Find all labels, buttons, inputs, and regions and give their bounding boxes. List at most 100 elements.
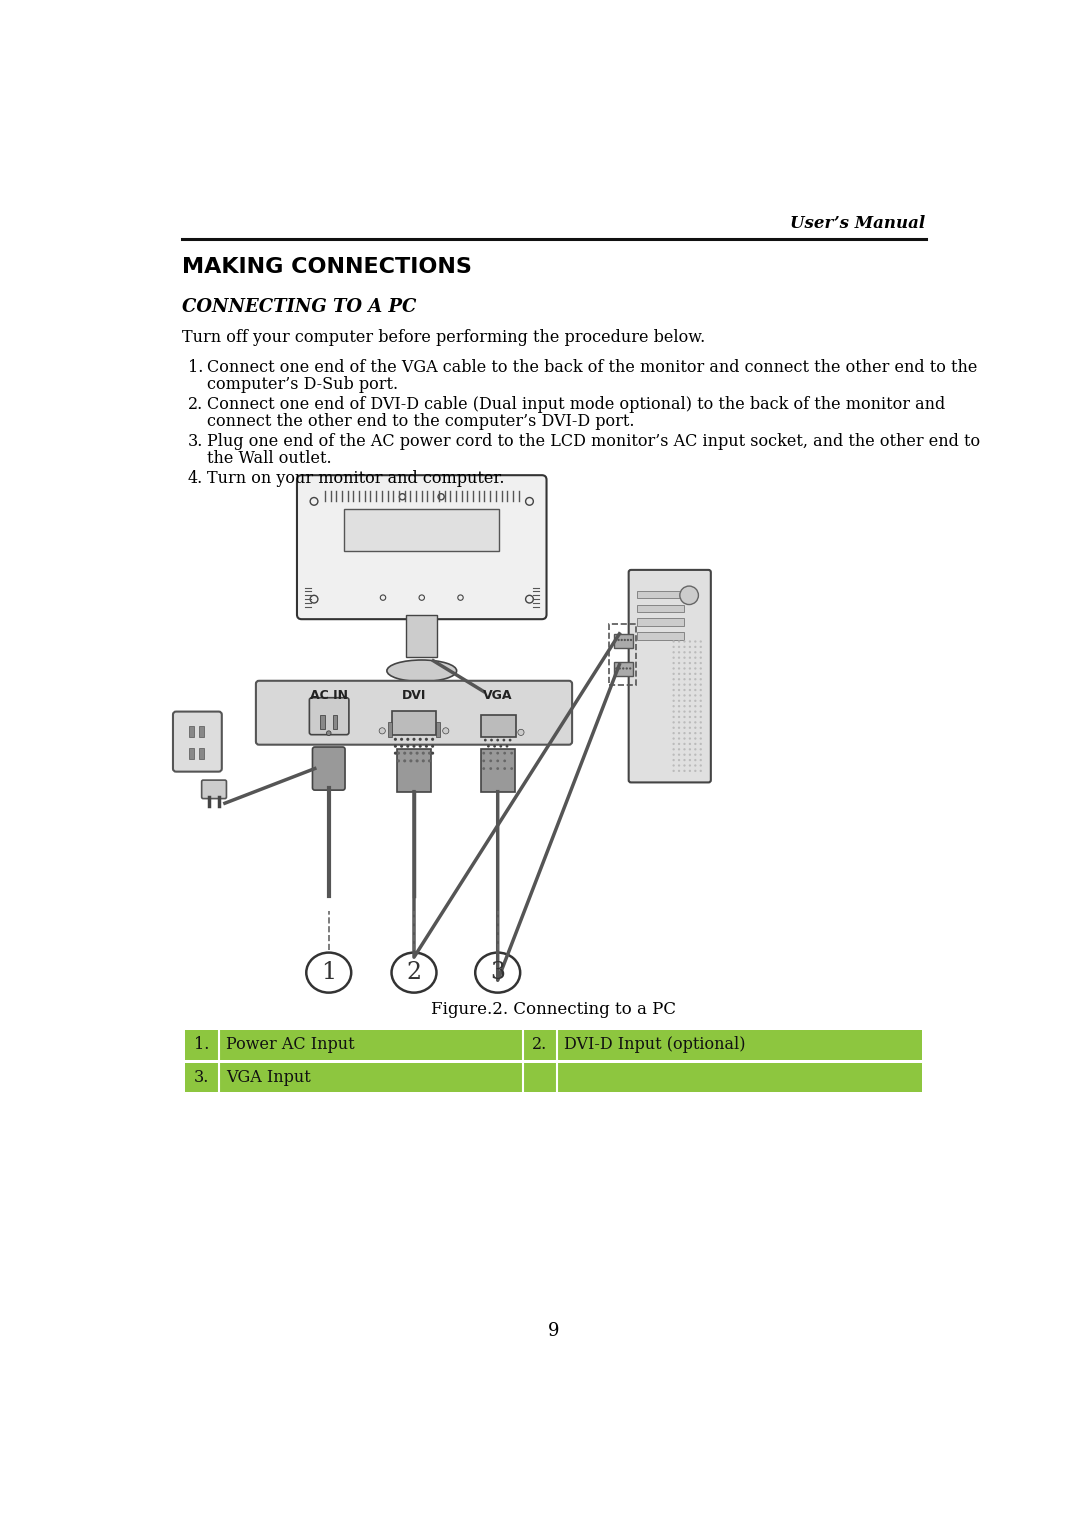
Circle shape bbox=[484, 750, 487, 753]
Circle shape bbox=[379, 727, 386, 733]
Circle shape bbox=[689, 678, 691, 680]
Circle shape bbox=[678, 704, 680, 707]
Bar bbox=[637, 605, 684, 613]
Circle shape bbox=[505, 744, 509, 747]
Text: AC IN: AC IN bbox=[310, 689, 348, 701]
Circle shape bbox=[458, 594, 463, 601]
Circle shape bbox=[684, 738, 686, 740]
Circle shape bbox=[616, 668, 618, 669]
Circle shape bbox=[483, 759, 485, 762]
Circle shape bbox=[694, 646, 697, 648]
Circle shape bbox=[619, 668, 621, 669]
Circle shape bbox=[700, 704, 702, 707]
Circle shape bbox=[626, 639, 629, 642]
Text: User’s Manual: User’s Manual bbox=[791, 215, 926, 232]
Circle shape bbox=[700, 694, 702, 697]
Bar bbox=[321, 715, 325, 729]
Circle shape bbox=[403, 759, 406, 762]
Circle shape bbox=[694, 738, 697, 740]
Text: Turn off your computer before performing the procedure below.: Turn off your computer before performing… bbox=[181, 329, 705, 345]
Circle shape bbox=[678, 770, 680, 772]
Circle shape bbox=[689, 749, 691, 750]
Circle shape bbox=[689, 683, 691, 686]
Circle shape bbox=[673, 678, 675, 680]
Circle shape bbox=[673, 640, 675, 643]
Circle shape bbox=[428, 752, 431, 755]
Circle shape bbox=[694, 759, 697, 761]
Circle shape bbox=[673, 651, 675, 654]
Circle shape bbox=[424, 738, 428, 741]
Circle shape bbox=[497, 750, 499, 753]
Circle shape bbox=[689, 700, 691, 701]
Circle shape bbox=[694, 753, 697, 756]
Text: Turn on your monitor and computer.: Turn on your monitor and computer. bbox=[207, 469, 504, 487]
Circle shape bbox=[503, 759, 507, 762]
Circle shape bbox=[413, 744, 416, 747]
Circle shape bbox=[489, 767, 492, 770]
Circle shape bbox=[494, 744, 496, 747]
Text: 1.: 1. bbox=[188, 359, 203, 376]
Circle shape bbox=[700, 753, 702, 756]
Circle shape bbox=[678, 694, 680, 697]
Circle shape bbox=[678, 657, 680, 659]
Circle shape bbox=[422, 752, 424, 755]
Circle shape bbox=[700, 646, 702, 648]
Circle shape bbox=[684, 749, 686, 750]
Circle shape bbox=[694, 651, 697, 654]
Circle shape bbox=[625, 668, 627, 669]
Circle shape bbox=[431, 752, 434, 755]
Circle shape bbox=[673, 732, 675, 735]
Circle shape bbox=[689, 668, 691, 669]
Circle shape bbox=[700, 651, 702, 654]
Circle shape bbox=[497, 767, 499, 770]
Text: 3: 3 bbox=[490, 961, 505, 984]
Circle shape bbox=[700, 715, 702, 718]
Circle shape bbox=[694, 770, 697, 772]
Circle shape bbox=[700, 759, 702, 761]
Bar bbox=[219, 1062, 522, 1093]
Text: Connect one end of the VGA cable to the back of the monitor and connect the othe: Connect one end of the VGA cable to the … bbox=[207, 359, 977, 376]
Bar bbox=[200, 726, 204, 736]
Bar bbox=[333, 715, 337, 729]
Circle shape bbox=[694, 700, 697, 701]
Circle shape bbox=[689, 689, 691, 691]
Circle shape bbox=[673, 738, 675, 740]
Circle shape bbox=[438, 494, 444, 500]
Bar bbox=[345, 509, 499, 552]
Circle shape bbox=[678, 646, 680, 648]
Circle shape bbox=[700, 672, 702, 675]
Circle shape bbox=[694, 743, 697, 746]
Circle shape bbox=[673, 764, 675, 767]
Circle shape bbox=[678, 662, 680, 665]
Circle shape bbox=[700, 657, 702, 659]
Circle shape bbox=[684, 770, 686, 772]
Bar bbox=[186, 1062, 218, 1093]
Circle shape bbox=[678, 749, 680, 750]
Circle shape bbox=[497, 759, 499, 762]
Circle shape bbox=[700, 678, 702, 680]
Circle shape bbox=[684, 689, 686, 691]
Circle shape bbox=[487, 744, 490, 747]
Circle shape bbox=[406, 738, 409, 741]
Text: 1.: 1. bbox=[194, 1036, 210, 1053]
Circle shape bbox=[419, 594, 424, 601]
Circle shape bbox=[678, 764, 680, 767]
FancyBboxPatch shape bbox=[312, 747, 345, 790]
Circle shape bbox=[400, 494, 405, 500]
Text: 2.: 2. bbox=[532, 1036, 548, 1053]
Bar bbox=[557, 1030, 921, 1059]
Circle shape bbox=[673, 721, 675, 724]
Circle shape bbox=[689, 715, 691, 718]
FancyBboxPatch shape bbox=[173, 712, 221, 772]
Circle shape bbox=[700, 721, 702, 724]
Circle shape bbox=[684, 715, 686, 718]
Circle shape bbox=[684, 651, 686, 654]
Circle shape bbox=[689, 704, 691, 707]
Circle shape bbox=[678, 743, 680, 746]
Circle shape bbox=[394, 752, 397, 755]
Circle shape bbox=[689, 672, 691, 675]
Text: Connect one end of DVI-D cable (Dual input mode optional) to the back of the mon: Connect one end of DVI-D cable (Dual inp… bbox=[207, 396, 945, 413]
Circle shape bbox=[673, 689, 675, 691]
Circle shape bbox=[621, 639, 623, 642]
Circle shape bbox=[689, 694, 691, 697]
